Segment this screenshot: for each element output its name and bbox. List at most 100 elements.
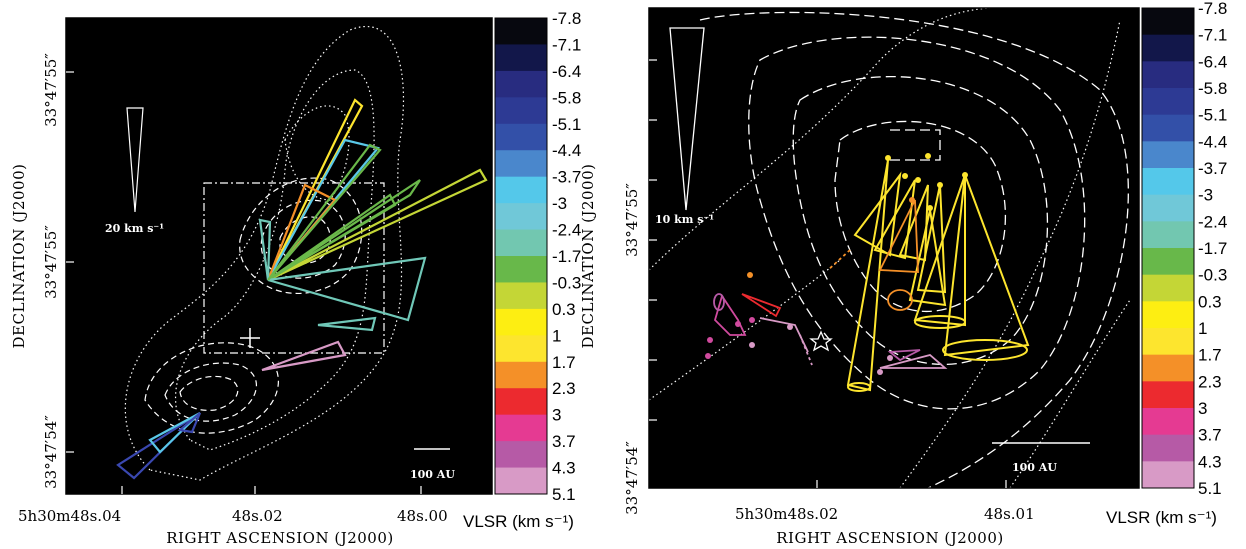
left-colorbar-tick-label: -5.1 xyxy=(552,115,581,134)
left-colorbar-tick-label: -1.7 xyxy=(552,247,581,266)
left-velocity-cone xyxy=(126,107,144,213)
left-colorbar-swatch xyxy=(495,176,547,204)
left-colorbar-tick-label: 3.7 xyxy=(552,432,576,451)
left-colorbar-tick-label: -6.4 xyxy=(552,62,581,81)
right-colorbar-tick-label: -3.7 xyxy=(1198,159,1227,178)
right-colorbar-swatch xyxy=(1142,8,1194,36)
left-colorbar-swatch xyxy=(495,467,547,495)
left-colorbar-swatch xyxy=(495,123,547,151)
right-colorbar-swatch xyxy=(1142,168,1194,196)
left-colorbar-swatch xyxy=(495,18,547,45)
left-ra-tick-1: 48s.02 xyxy=(232,507,283,525)
right-colorbar-swatch xyxy=(1142,141,1194,169)
right-panel: 10 km s⁻¹ 100 AU 5h30m48s.02 48s.01 33°4… xyxy=(623,7,1140,547)
right-colorbar-swatch xyxy=(1142,61,1194,89)
right-colorbar-tick-label: -6.4 xyxy=(1198,52,1227,71)
right-colorbar-tick-label: 5.1 xyxy=(1198,479,1222,498)
left-colorbar-tick-label: -3.7 xyxy=(552,168,581,187)
left-colorbar-swatch xyxy=(495,70,547,98)
right-colorbar-swatch xyxy=(1142,88,1194,116)
right-colorbar-swatch xyxy=(1142,328,1194,356)
right-colorbar-swatch xyxy=(1142,34,1194,62)
right-colorbar-tick-label: 0.3 xyxy=(1198,292,1222,311)
left-colorbar-title: VLSR (km s⁻¹) xyxy=(463,512,574,531)
right-colorbar-tick-label: 3 xyxy=(1198,399,1207,418)
left-colorbar-swatch xyxy=(495,308,547,336)
right-colorbar-tick-label: -1.7 xyxy=(1198,239,1227,258)
left-colorbar-tick-label: 1 xyxy=(552,326,561,345)
left-x-axis-title: RIGHT ASCENSION (J2000) xyxy=(166,529,394,547)
right-contours: 10 km s⁻¹ 100 AU xyxy=(649,8,1131,488)
right-colorbar-tick-label: -4.4 xyxy=(1198,132,1227,151)
right-colorbar-swatch xyxy=(1142,221,1194,249)
right-velocity-scale-label: 10 km s⁻¹ xyxy=(655,213,714,226)
right-colorbar-title: VLSR (km s⁻¹) xyxy=(1106,508,1217,527)
left-panel: 20 km s⁻¹ 100 AU 5h30m48s.04 48s.02 48s.… xyxy=(10,17,493,547)
right-velocity-cone xyxy=(669,27,705,211)
left-dec-tick-2: 33°47′54″ xyxy=(42,415,60,489)
right-colorbar-tick-label: -5.8 xyxy=(1198,79,1227,98)
right-dec-tick-0: 33°47′55″ xyxy=(623,183,641,257)
left-colorbar-tick-label: -4.4 xyxy=(552,141,581,160)
left-colorbar-swatch xyxy=(495,388,547,416)
left-velocity-scale-label: 20 km s⁻¹ xyxy=(105,222,164,235)
right-colorbar-tick-label: 1.7 xyxy=(1198,346,1222,365)
right-colorbar-swatch xyxy=(1142,408,1194,436)
left-colorbar-swatch xyxy=(495,229,547,257)
right-colorbar-swatch xyxy=(1142,354,1194,382)
right-colorbar-swatch xyxy=(1142,301,1194,329)
right-dec-tick-1: 33°47′54″ xyxy=(623,441,641,515)
left-colorbar-tick-label: 3 xyxy=(552,406,561,425)
left-colorbar-tick-label: 2.3 xyxy=(552,379,576,398)
middle-y-axis-title: DECLINATION (J2000) xyxy=(579,164,597,349)
left-colorbar-tick-label: -7.1 xyxy=(552,35,581,54)
left-colorbar-tick-label: -7.8 xyxy=(552,9,581,28)
right-colorbar-tick-label: 3.7 xyxy=(1198,426,1222,445)
left-colorbar-swatch xyxy=(495,97,547,125)
right-colorbar-swatch xyxy=(1142,434,1194,462)
left-colorbar-swatch xyxy=(495,256,547,283)
right-colorbar-tick-label: -5.1 xyxy=(1198,106,1227,125)
right-ra-tick-0: 5h30m48s.02 xyxy=(735,505,838,523)
right-colorbar: -7.8 -7.1 -6.4 -5.8 -5.1 -4.4 -3.7 -3 -2.4 -1.7 -0… xyxy=(1141,0,1227,498)
left-colorbar-tick-label: -5.8 xyxy=(552,88,581,107)
right-colorbar-tick-label: -0.3 xyxy=(1198,266,1227,285)
left-scale-bar-label: 100 AU xyxy=(410,468,455,481)
left-colorbar-swatch xyxy=(495,150,547,178)
left-dec-tick-0: 33°47′55″ xyxy=(42,53,60,127)
right-colorbar-tick-label: -3 xyxy=(1198,186,1213,205)
left-contours: 20 km s⁻¹ 100 AU xyxy=(105,26,488,481)
right-scale-bar-label: 100 AU xyxy=(1012,461,1057,474)
left-colorbar-swatch xyxy=(495,361,547,389)
right-colorbar-tick-label: 1 xyxy=(1198,319,1207,338)
right-colorbar-swatch xyxy=(1142,248,1194,276)
right-x-axis-title: RIGHT ASCENSION (J2000) xyxy=(776,529,1004,547)
left-colorbar: -7.8 -7.1 -6.4 -5.8 -5.1 -4.4 -3.7 -3 -2.4 -1.7 -0… xyxy=(494,9,581,504)
right-colorbar-tick-label: 2.3 xyxy=(1198,372,1222,391)
right-colorbar-tick-label: 4.3 xyxy=(1198,452,1222,471)
left-colorbar-swatch xyxy=(495,203,547,231)
left-colorbar-tick-label: 5.1 xyxy=(552,485,576,504)
left-colorbar-swatch xyxy=(495,414,547,442)
left-ra-tick-0: 5h30m48s.04 xyxy=(18,507,121,525)
right-colorbar-tick-label: -7.1 xyxy=(1198,26,1227,45)
left-ra-tick-2: 48s.00 xyxy=(397,507,448,525)
left-colorbar-swatch xyxy=(495,335,547,363)
right-colorbar-tick-label: -7.8 xyxy=(1198,0,1227,18)
left-colorbar-tick-label: -3 xyxy=(552,194,567,213)
left-colorbar-swatch xyxy=(495,282,547,310)
right-colorbar-tick-label: -2.4 xyxy=(1198,212,1227,231)
left-colorbar-tick-label: -0.3 xyxy=(552,273,581,292)
left-colorbar-tick-label: 4.3 xyxy=(552,459,576,478)
left-colorbar-tick-label: -2.4 xyxy=(552,221,581,240)
left-colorbar-tick-label: 1.7 xyxy=(552,353,576,372)
right-colorbar-swatch xyxy=(1142,114,1194,142)
right-colorbar-swatch xyxy=(1142,461,1194,489)
left-colorbar-swatch xyxy=(495,44,547,72)
right-colorbar-swatch xyxy=(1142,194,1194,222)
right-colorbar-swatch xyxy=(1142,381,1194,409)
right-ra-tick-1: 48s.01 xyxy=(984,505,1035,523)
left-dec-tick-1: 33°47′55″ xyxy=(42,225,60,299)
left-colorbar-tick-label: 0.3 xyxy=(552,300,576,319)
